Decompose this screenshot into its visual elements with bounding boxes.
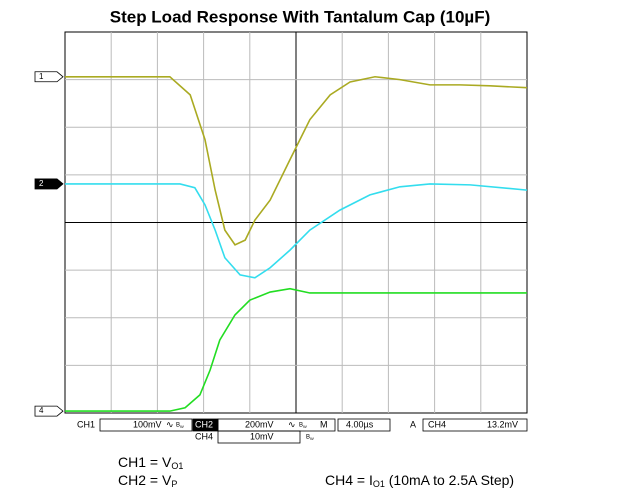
ch2-badge bbox=[192, 418, 219, 432]
status-text: ∿ bbox=[166, 419, 174, 429]
channel-label: 4 bbox=[39, 406, 44, 415]
status-text: B bbox=[299, 423, 303, 429]
status-text: 200mV bbox=[245, 419, 274, 429]
chart-title: Step Load Response With Tantalum Cap (10… bbox=[110, 7, 491, 26]
caption: CH4 = IO1 (10mA to 2.5A Step) bbox=[325, 472, 514, 490]
box bbox=[422, 418, 528, 432]
status-text: B bbox=[176, 423, 180, 429]
status-text: B bbox=[306, 435, 310, 441]
box bbox=[99, 418, 193, 432]
box bbox=[217, 430, 301, 444]
status-text: 4.00µs bbox=[346, 419, 374, 429]
box bbox=[217, 418, 336, 432]
caption: CH1 = VO1 bbox=[118, 454, 183, 472]
status-text: CH1 bbox=[77, 419, 95, 429]
channel-label: 1 bbox=[39, 72, 44, 81]
status-text: CH4 bbox=[428, 419, 446, 429]
caption: CH2 = VP bbox=[118, 472, 177, 490]
status-bar bbox=[99, 418, 528, 444]
status-text: W bbox=[303, 424, 307, 429]
channel-marker bbox=[34, 178, 64, 190]
box bbox=[337, 418, 391, 432]
channel-marker bbox=[34, 71, 64, 83]
status-text: 10mV bbox=[250, 431, 274, 441]
status-text: M bbox=[320, 419, 328, 429]
channel-marker bbox=[34, 405, 64, 417]
trace bbox=[65, 75, 528, 246]
status-text: ∿ bbox=[288, 419, 296, 429]
status-text: W bbox=[180, 424, 184, 429]
plot-area: 1 2 4 bbox=[34, 31, 528, 417]
status-text: W bbox=[310, 436, 314, 441]
status-text: CH2 bbox=[195, 419, 213, 429]
trace bbox=[65, 183, 528, 279]
status-text: CH4 bbox=[195, 431, 213, 441]
trace bbox=[65, 287, 527, 412]
status-text: 13.2mV bbox=[487, 419, 518, 429]
channel-label: 2 bbox=[39, 179, 44, 188]
status-text: A bbox=[410, 419, 416, 429]
status-text: 100mV bbox=[133, 419, 162, 429]
